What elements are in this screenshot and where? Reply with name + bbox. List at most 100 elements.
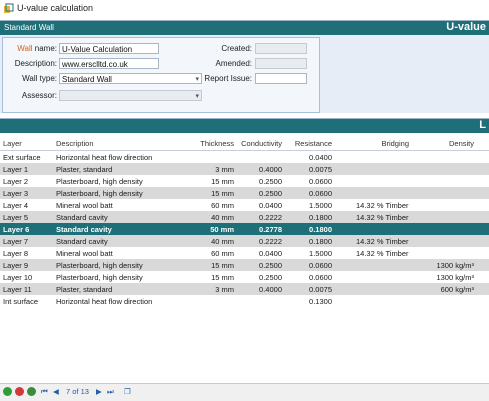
cell-thickness: 3 mm <box>215 285 234 294</box>
cell-resistance: 0.0600 <box>309 261 332 270</box>
cell-thickness: 40 mm <box>211 213 234 222</box>
cell-layer: Layer 10 <box>3 273 33 282</box>
cell-resistance: 0.0075 <box>309 165 332 174</box>
table-row[interactable]: Layer 3 Plasterboard, high density 15 mm 0.… <box>0 187 489 199</box>
layers-panel-title: L <box>479 119 486 131</box>
col-resistance[interactable]: Resistance <box>294 139 332 148</box>
cell-bridging: 14.32 % Timber <box>356 237 409 246</box>
prev-record-icon[interactable]: ◀ <box>53 387 59 396</box>
table-row[interactable]: Layer 9 Plasterboard, high density 15 mm 0.… <box>0 259 489 271</box>
cell-description: Standard cavity <box>56 213 108 222</box>
table-row[interactable]: Ext surface Horizontal heat flow directio… <box>0 151 489 163</box>
cell-description: Plasterboard, high density <box>56 189 143 198</box>
col-conductivity[interactable]: Conductivity <box>241 139 282 148</box>
cell-thickness: 40 mm <box>211 237 234 246</box>
table-row[interactable]: Layer 11 Plaster, standard 3 mm 0.4000 0.007… <box>0 283 489 295</box>
delete-icon[interactable] <box>15 387 24 396</box>
cell-layer: Layer 9 <box>3 261 29 270</box>
record-navigator: ⏮ ◀ 7 of 13 ▶ ⏭ ❐ <box>0 383 489 401</box>
cell-thickness: 3 mm <box>215 165 234 174</box>
cell-density: 1300 kg/m³ <box>436 261 474 270</box>
wall-panel-title: Standard Wall <box>4 23 54 32</box>
window-title: U-value calculation <box>17 3 94 13</box>
cell-layer: Layer 8 <box>3 249 29 258</box>
cell-layer: Layer 1 <box>3 165 29 174</box>
cell-thickness: 15 mm <box>211 273 234 282</box>
table-row[interactable]: Layer 1 Plaster, standard 3 mm 0.4000 0.0075 <box>0 163 489 175</box>
refresh-icon[interactable] <box>27 387 36 396</box>
cell-density: 600 kg/m³ <box>440 285 474 294</box>
cell-description: Mineral wool batt <box>56 201 113 210</box>
cell-resistance: 0.0600 <box>309 189 332 198</box>
cell-resistance: 0.1800 <box>309 225 332 234</box>
wall-name-field[interactable]: U-Value Calculation <box>59 43 159 54</box>
amended-field[interactable] <box>255 58 307 69</box>
cell-conductivity: 0.4000 <box>259 285 282 294</box>
cell-resistance: 0.1300 <box>309 297 332 306</box>
layers-panel-header: L <box>0 119 489 133</box>
cell-thickness: 15 mm <box>211 189 234 198</box>
wall-type-value: Standard Wall <box>62 75 112 84</box>
cell-thickness: 15 mm <box>211 261 234 270</box>
wall-type-select[interactable]: Standard Wall ▾ <box>59 73 202 84</box>
last-record-icon[interactable]: ⏭ <box>107 387 114 396</box>
window-titlebar: U-value calculation <box>0 0 489 18</box>
table-row[interactable]: Layer 7 Standard cavity 40 mm 0.2222 0.1800 1… <box>0 235 489 247</box>
cell-layer: Int surface <box>3 297 39 306</box>
cell-layer: Ext surface <box>3 153 41 162</box>
wall-panel: Standard Wall U-value Wall name: U-Value… <box>0 20 489 113</box>
col-density[interactable]: Density <box>448 139 474 148</box>
cell-conductivity: 0.2222 <box>259 213 282 222</box>
cell-resistance: 0.0400 <box>309 153 332 162</box>
assessor-select[interactable]: ▾ <box>59 90 202 101</box>
created-field[interactable] <box>255 43 307 54</box>
description-label: Description: <box>14 59 57 68</box>
cell-description: Plaster, standard <box>56 285 113 294</box>
cell-resistance: 1.5000 <box>309 249 332 258</box>
next-record-icon[interactable]: ▶ <box>96 387 102 396</box>
table-row[interactable]: Layer 6 Standard cavity 50 mm 0.2778 0.1800 <box>0 223 489 235</box>
cell-thickness: 50 mm <box>210 225 234 234</box>
cell-layer: Layer 4 <box>3 201 29 210</box>
cell-layer: Layer 2 <box>3 177 29 186</box>
record-position: 7 of 13 <box>66 387 89 396</box>
col-description[interactable]: Description <box>56 139 94 148</box>
report-issue-field[interactable] <box>255 73 307 84</box>
cell-resistance: 0.0600 <box>309 273 332 282</box>
first-record-icon[interactable]: ⏮ <box>41 387 48 396</box>
cell-resistance: 0.0600 <box>309 177 332 186</box>
add-icon[interactable] <box>3 387 12 396</box>
cell-description: Plasterboard, high density <box>56 273 143 282</box>
cell-description: Plasterboard, high density <box>56 177 143 186</box>
cell-description: Plaster, standard <box>56 165 113 174</box>
col-bridging[interactable]: Bridging <box>381 139 409 148</box>
wall-panel-header: Standard Wall U-value <box>0 21 489 35</box>
cell-conductivity: 0.0400 <box>259 249 282 258</box>
cell-bridging: 14.32 % Timber <box>356 213 409 222</box>
cell-thickness: 15 mm <box>211 177 234 186</box>
copy-icon[interactable]: ❐ <box>124 387 131 396</box>
cell-conductivity: 0.2778 <box>259 225 282 234</box>
cell-resistance: 1.5000 <box>309 201 332 210</box>
table-row[interactable]: Layer 2 Plasterboard, high density 15 mm 0.… <box>0 175 489 187</box>
col-thickness[interactable]: Thickness <box>200 139 234 148</box>
chevron-down-icon: ▾ <box>195 76 199 83</box>
table-row[interactable]: Layer 10 Plasterboard, high density 15 mm 0… <box>0 271 489 283</box>
cell-description: Mineral wool batt <box>56 249 113 258</box>
table-row[interactable]: Int surface Horizontal heat flow directio… <box>0 295 489 307</box>
description-field[interactable]: www.ersclltd.co.uk <box>59 58 159 69</box>
table-row[interactable]: Layer 8 Mineral wool batt 60 mm 0.0400 1.500… <box>0 247 489 259</box>
cell-description: Standard cavity <box>56 225 112 234</box>
table-row[interactable]: Layer 4 Mineral wool batt 60 mm 0.0400 1.500… <box>0 199 489 211</box>
cell-description: Horizontal heat flow direction <box>56 297 153 306</box>
col-layer[interactable]: Layer <box>3 139 22 148</box>
cell-conductivity: 0.2500 <box>259 261 282 270</box>
cell-resistance: 0.1800 <box>309 237 332 246</box>
layers-panel: L Layer Description Thickness Conductivi… <box>0 118 489 389</box>
table-row[interactable]: Layer 5 Standard cavity 40 mm 0.2222 0.1800 1… <box>0 211 489 223</box>
cell-conductivity: 0.2500 <box>259 189 282 198</box>
cell-layer: Layer 6 <box>3 225 30 234</box>
assessor-label: Assessor: <box>21 91 57 100</box>
cell-bridging: 14.32 % Timber <box>356 249 409 258</box>
cell-conductivity: 0.4000 <box>259 165 282 174</box>
